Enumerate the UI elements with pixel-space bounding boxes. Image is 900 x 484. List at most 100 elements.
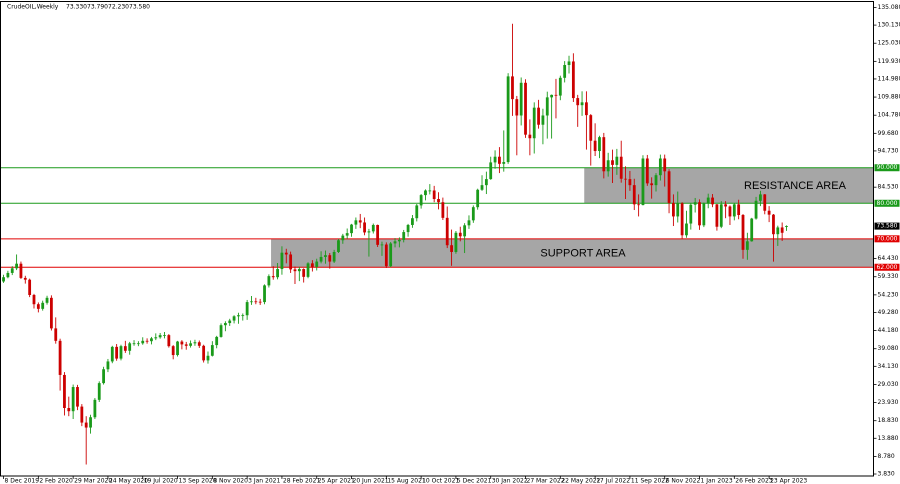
candle-body [589, 115, 593, 141]
candle-body [171, 346, 175, 356]
candle-body [115, 346, 119, 359]
y-tick-label: 39.080 [878, 345, 899, 352]
candle-body [54, 328, 58, 341]
candle-body [776, 227, 780, 235]
x-tick-label: 30 Jan 2022 [492, 478, 528, 484]
candle-body [632, 185, 636, 205]
candle-body [23, 277, 27, 280]
candle-body [554, 94, 558, 96]
candle-body [498, 156, 501, 164]
x-tick-label: 13 Sep 2020 [179, 478, 217, 484]
candle-body [150, 338, 153, 342]
candle-body [532, 107, 536, 139]
price-tag [874, 222, 900, 230]
y-tick-label: 94.730 [878, 147, 899, 154]
candle-body [715, 204, 719, 227]
candle-body [89, 417, 92, 428]
y-tick-label: 104.780 [878, 112, 900, 119]
candle-body [511, 76, 514, 100]
x-tick-label: 1 Jan 2023 [701, 478, 733, 484]
y-tick-label: 49.280 [878, 309, 899, 316]
candle-body [297, 269, 301, 272]
candle-body [250, 301, 253, 303]
candle-body [80, 406, 84, 423]
candle-body [645, 158, 649, 184]
candle-body [180, 341, 184, 345]
candle-body [71, 387, 75, 412]
candle-body [58, 340, 62, 375]
level-tag-label: 90.000 [877, 164, 898, 171]
candle-body [450, 245, 453, 252]
candle-body [598, 137, 601, 152]
y-tick-label: 23.930 [878, 399, 899, 406]
x-tick-label: 25 Apr 2021 [318, 478, 355, 484]
candle-body [545, 97, 549, 116]
candle-body [393, 241, 397, 244]
candle-body [367, 231, 371, 233]
plot-frame [0, 1, 874, 477]
candle-body [206, 355, 210, 361]
candle-body [119, 346, 123, 359]
candle-body [706, 197, 710, 204]
candle-body [419, 195, 423, 206]
candle-body [658, 158, 662, 176]
candle-body [32, 294, 36, 305]
candle-body [698, 202, 701, 226]
candle-body [106, 361, 110, 370]
candle-body [680, 203, 684, 236]
candle-body [654, 175, 658, 186]
candle-body [76, 387, 79, 407]
candle-body [745, 241, 749, 250]
candle-body [184, 344, 188, 346]
x-tick-label: 5 Dec 2021 [457, 478, 492, 484]
candle-body [102, 369, 105, 384]
candle-body [245, 302, 249, 316]
candle-body [280, 252, 284, 270]
candle-body [380, 244, 384, 246]
candle-body [541, 115, 545, 125]
candle-body [563, 65, 567, 78]
candle-body [650, 183, 654, 186]
candle-body [637, 204, 641, 206]
x-tick-label: 26 Feb 2023 [735, 478, 773, 484]
candle-body [663, 158, 667, 172]
candle-body [780, 227, 784, 233]
candle-body [271, 276, 275, 278]
candles [2, 23, 788, 465]
y-tick-label: 125.030 [878, 40, 900, 47]
x-tick-label: 10 Oct 2021 [422, 478, 459, 484]
level-tag-label: 62.000 [877, 264, 898, 271]
candle-body [689, 204, 693, 224]
candle-body [93, 399, 97, 418]
candle-body [371, 224, 375, 232]
candle-body [606, 160, 610, 172]
candle-body [463, 225, 467, 237]
candle-body [585, 102, 588, 116]
candle-body [350, 224, 353, 234]
candle-body [319, 256, 323, 262]
candle-body [411, 218, 414, 225]
candle-body [302, 269, 306, 277]
candle-body [458, 232, 462, 237]
candle-body [502, 162, 506, 164]
candle-body [219, 325, 223, 337]
candle-body [15, 263, 18, 269]
candle-body [263, 285, 266, 303]
candle-body [289, 254, 293, 270]
y-tick-label: 84.530 [878, 184, 899, 191]
level-tag [874, 164, 900, 172]
candle-body [41, 302, 45, 309]
y-tick-label: 64.430 [878, 255, 899, 262]
candle-body [615, 156, 619, 165]
candle-body [672, 202, 675, 217]
x-tick-label: 15 Aug 2021 [387, 478, 426, 484]
candle-body [719, 204, 723, 227]
y-tick-label: 114.980 [878, 75, 900, 82]
candle-body [528, 134, 532, 139]
candle-body [406, 224, 410, 233]
candle-body [467, 220, 471, 226]
candle-body [728, 206, 732, 217]
zone-box [584, 167, 874, 204]
candle-body [641, 158, 645, 206]
x-tick-label: 22 May 2022 [561, 478, 600, 484]
